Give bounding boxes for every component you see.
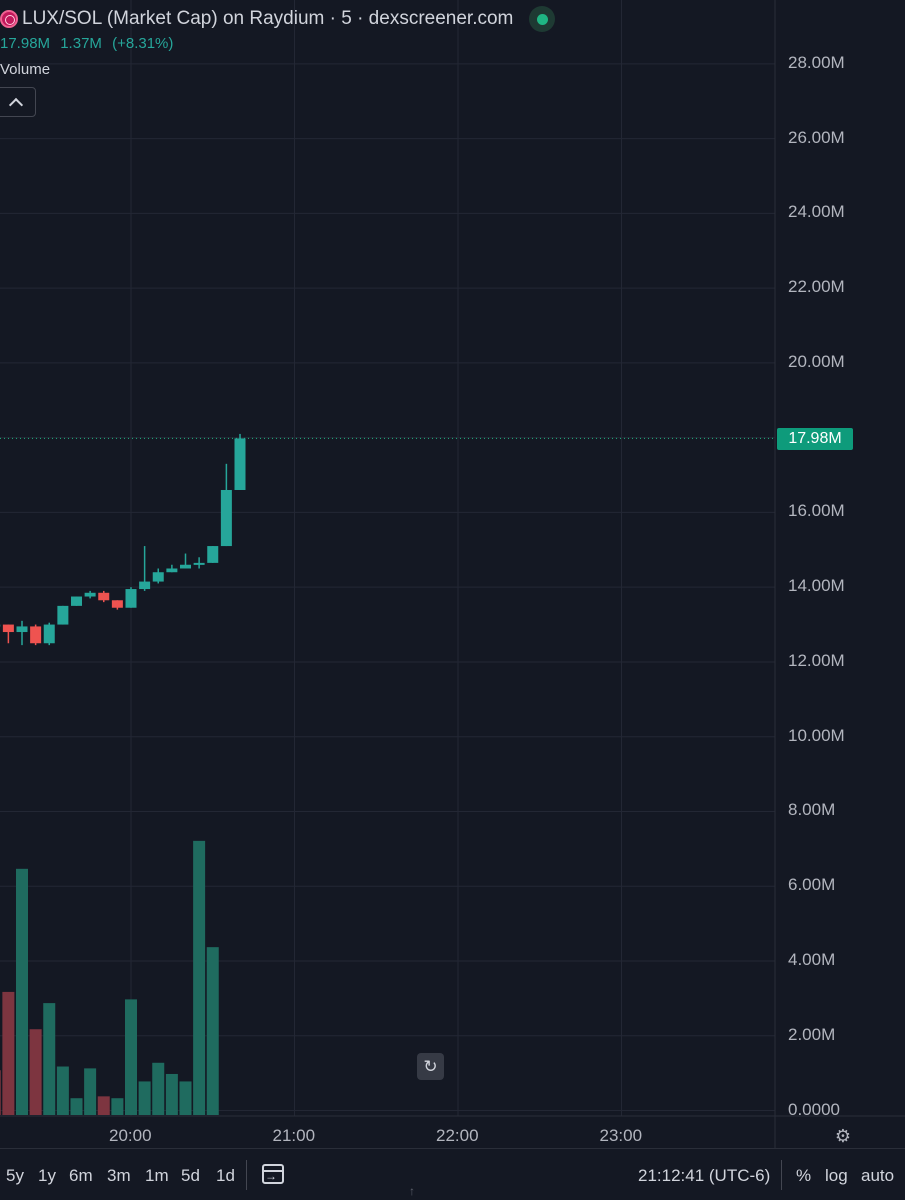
volume-bar [193, 840, 206, 1115]
candle-body [43, 624, 55, 644]
volume-bar [0, 1070, 1, 1115]
price-axis-label: 8.00M [788, 800, 836, 820]
legend-last-value: 17.98M [0, 35, 51, 52]
price-axis-label: 14.00M [788, 576, 845, 596]
volume-bar [138, 1081, 151, 1115]
price-axis-label: 28.00M [788, 52, 845, 72]
price-axis-label: 10.00M [788, 725, 845, 745]
volume-bar [16, 868, 28, 1115]
candle-body [98, 592, 110, 601]
candle-body [166, 568, 178, 573]
candle-body [193, 562, 205, 565]
legend-change: 1.37M [60, 35, 102, 52]
range-5d-button[interactable]: 5d [181, 1166, 200, 1185]
candle-body [111, 600, 123, 608]
candle-body [152, 572, 164, 582]
clock-readout[interactable]: 21:12:41 (UTC-6) [638, 1166, 771, 1185]
candle-body [16, 626, 28, 633]
auto-toggle[interactable]: auto [861, 1166, 895, 1185]
range-1y-button[interactable]: 1y [38, 1166, 56, 1185]
candle-body [71, 596, 82, 606]
chart-background [0, 0, 905, 1148]
price-axis-label: 2.00M [788, 1024, 836, 1044]
price-axis-label: 4.00M [788, 949, 836, 969]
toolbar-divider [781, 1160, 782, 1190]
time-axis-label: 23:00 [599, 1126, 643, 1145]
volume-bar [111, 1098, 124, 1115]
candle-body [220, 489, 232, 547]
chart-header: LUX/SOL (Market Cap) on Raydium · 5 · de… [0, 6, 556, 32]
volume-bar [56, 1066, 69, 1115]
calendar-goto-icon[interactable] [262, 1164, 284, 1184]
volume-bar [43, 1003, 56, 1115]
candle-body [207, 546, 219, 563]
price-axis-label: 0.0000 [788, 1099, 840, 1119]
range-3m-button[interactable]: 3m [107, 1166, 131, 1185]
volume-bar [152, 1062, 165, 1115]
live-status-dot-icon [529, 6, 556, 32]
price-axis-label: 22.00M [788, 277, 845, 297]
volume-bar [2, 991, 15, 1115]
price-axis-label: 20.00M [788, 351, 845, 371]
volume-bar [179, 1081, 192, 1115]
volume-bar [29, 1029, 42, 1115]
candle-body [84, 592, 96, 597]
token-logo-icon [0, 10, 18, 28]
range-1d-button[interactable]: 1d [216, 1166, 235, 1185]
scroll-hint-icon: ↑ [409, 1184, 415, 1198]
range-1m-button[interactable]: 1m [145, 1166, 169, 1185]
chart-title: LUX/SOL (Market Cap) on Raydium · 5 · de… [22, 8, 514, 29]
price-axis-label: 24.00M [788, 202, 845, 222]
reset-chart-icon: ↻ [423, 1056, 438, 1076]
percent-toggle[interactable]: % [796, 1166, 812, 1185]
chevron-up-icon [8, 97, 24, 112]
volume-bar [84, 1068, 97, 1115]
time-axis-label: 21:00 [272, 1126, 316, 1145]
log-toggle[interactable]: log [825, 1166, 848, 1185]
legend-change-pct: (+8.31%) [112, 35, 174, 52]
legend-values: 17.98M 1.37M (+8.31%) [0, 35, 179, 52]
candle-body [125, 589, 137, 608]
reset-chart-button[interactable]: ↻ [417, 1053, 444, 1080]
volume-bar [165, 1073, 178, 1115]
candle-body [2, 624, 14, 633]
last-price-tag: 17.98M [777, 428, 853, 450]
time-axis-label: 22:00 [436, 1126, 479, 1145]
volume-bar [206, 947, 219, 1115]
range-5y-button[interactable]: 5y [6, 1166, 24, 1185]
volume-label: Volume [0, 61, 51, 78]
chart-settings-icon[interactable]: ⚙ [834, 1125, 852, 1146]
candle-body [139, 581, 151, 590]
candle-body [234, 438, 246, 490]
collapse-legend-button[interactable] [0, 87, 36, 117]
bottom-toolbar [0, 1148, 905, 1200]
price-axis-label: 26.00M [788, 127, 845, 147]
price-axis-label: 16.00M [788, 501, 845, 521]
candle-body [180, 564, 191, 569]
price-axis-label: 12.00M [788, 650, 845, 670]
price-axis-label: 6.00M [788, 875, 836, 895]
toolbar-divider [246, 1160, 247, 1190]
range-6m-button[interactable]: 6m [69, 1166, 93, 1185]
volume-bar [97, 1096, 110, 1115]
candle-body [30, 626, 42, 644]
volume-bar [70, 1098, 83, 1115]
volume-bar [125, 999, 137, 1115]
time-axis-label: 20:00 [109, 1126, 152, 1145]
candle-body [57, 605, 69, 625]
